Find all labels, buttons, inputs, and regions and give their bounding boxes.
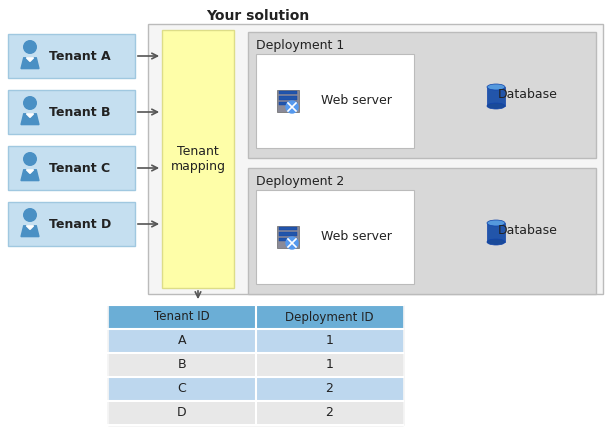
Bar (279, 238, 297, 241)
Text: D: D (177, 407, 187, 420)
Bar (256, 190, 414, 284)
Text: Deployment 2: Deployment 2 (256, 175, 344, 188)
Text: Tenant A: Tenant A (49, 49, 111, 63)
Text: 1: 1 (326, 359, 333, 372)
Polygon shape (21, 114, 39, 124)
Bar (148, 24, 603, 294)
Bar (108, 401, 255, 425)
Ellipse shape (487, 239, 505, 245)
Text: 2: 2 (326, 383, 333, 396)
Bar (255, 305, 403, 329)
Text: Tenant D: Tenant D (49, 218, 111, 230)
Bar (108, 377, 255, 401)
Circle shape (24, 153, 36, 165)
Text: B: B (177, 359, 186, 372)
Polygon shape (26, 58, 34, 61)
Bar (162, 30, 234, 288)
Bar (255, 329, 403, 353)
Bar (255, 353, 403, 377)
Ellipse shape (487, 220, 505, 226)
Circle shape (24, 208, 36, 221)
Bar (8, 34, 135, 78)
Bar (487, 87, 505, 106)
Bar (277, 90, 299, 112)
Text: Web server: Web server (321, 230, 392, 244)
Bar (248, 168, 596, 294)
Bar (487, 223, 505, 242)
Bar (108, 305, 403, 425)
Circle shape (286, 237, 298, 249)
Bar (279, 227, 297, 230)
Ellipse shape (487, 84, 505, 90)
Text: Your solution: Your solution (206, 9, 310, 23)
Bar (108, 305, 255, 329)
Bar (279, 233, 297, 236)
Text: Deployment ID: Deployment ID (285, 311, 373, 323)
Text: 2: 2 (326, 407, 333, 420)
Bar (108, 329, 255, 353)
Bar (8, 90, 135, 134)
Polygon shape (26, 226, 34, 230)
Text: Tenant ID: Tenant ID (154, 311, 210, 323)
Bar (255, 377, 403, 401)
Polygon shape (26, 170, 34, 173)
Text: Deployment 1: Deployment 1 (256, 39, 344, 52)
Polygon shape (21, 226, 39, 237)
Polygon shape (26, 114, 34, 118)
Text: 1: 1 (326, 335, 333, 347)
Text: Tenant
mapping: Tenant mapping (171, 145, 225, 173)
Text: Tenant C: Tenant C (50, 161, 111, 175)
Polygon shape (21, 170, 39, 181)
Circle shape (24, 41, 36, 53)
Circle shape (286, 101, 298, 113)
Bar (108, 353, 255, 377)
Bar (279, 97, 297, 100)
Bar (8, 202, 135, 246)
Bar (8, 146, 135, 190)
Text: Web server: Web server (321, 94, 392, 108)
Ellipse shape (487, 103, 505, 109)
Circle shape (24, 97, 36, 109)
Text: Database: Database (498, 88, 558, 102)
Bar (279, 102, 297, 105)
Text: A: A (177, 335, 186, 347)
Bar (255, 401, 403, 425)
Text: Database: Database (498, 224, 558, 238)
Text: Tenant B: Tenant B (49, 106, 111, 118)
Bar (256, 54, 414, 148)
Polygon shape (21, 58, 39, 69)
Text: C: C (177, 383, 186, 396)
Bar (279, 91, 297, 94)
Bar (248, 32, 596, 158)
Bar (277, 226, 299, 248)
